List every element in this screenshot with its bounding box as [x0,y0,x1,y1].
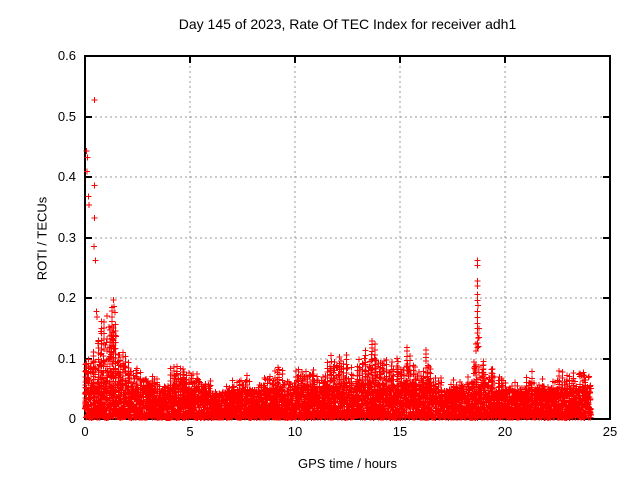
chart-title: Day 145 of 2023, Rate Of TEC Index for r… [178,16,517,32]
y-tick-label: 0.5 [57,109,76,124]
x-tick-label: 20 [497,424,513,439]
y-tick-label: 0.4 [57,169,76,184]
x-tick-label: 0 [81,424,89,439]
y-tick-label: 0 [68,411,76,426]
data-points [82,97,594,421]
y-tick-label: 0.3 [57,230,76,245]
x-tick-label: 5 [186,424,194,439]
x-tick-label: 10 [287,424,303,439]
gridlines [85,56,610,419]
y-tick-label: 0.2 [57,290,76,305]
x-tick-label: 15 [392,424,408,439]
x-axis-label: GPS time / hours [298,456,397,471]
y-tick-label: 0.6 [57,48,76,63]
x-tick-label: 25 [602,424,618,439]
y-tick-label: 0.1 [57,351,76,366]
